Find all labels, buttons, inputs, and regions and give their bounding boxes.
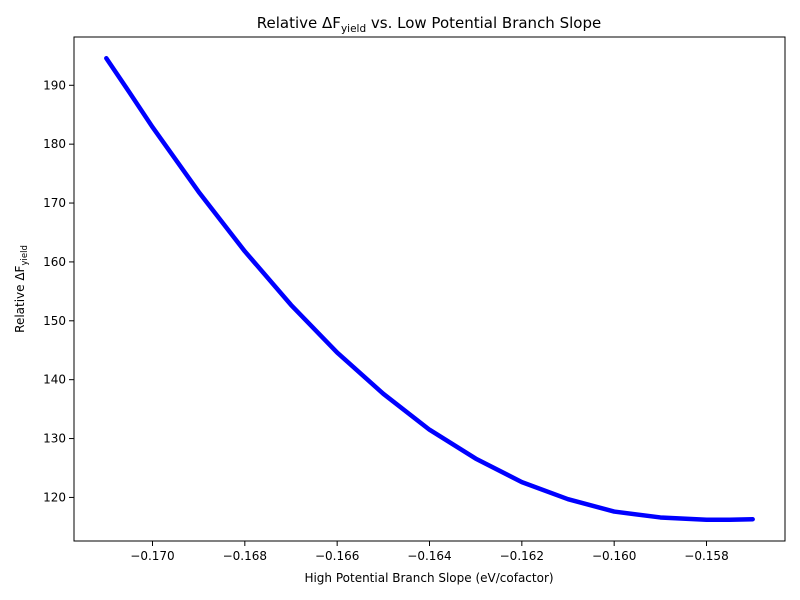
x-tick-label: −0.170	[130, 549, 174, 563]
y-tick-label: 120	[43, 490, 66, 504]
x-tick-label: −0.158	[684, 549, 728, 563]
chart-title-subscript: yield	[341, 23, 366, 35]
plot-area-frame	[73, 36, 786, 542]
y-tick-label: 140	[43, 373, 66, 387]
x-tick-label: −0.166	[315, 549, 359, 563]
y-axis-label-main: Relative ΔF	[13, 265, 27, 332]
x-tick-label: −0.160	[592, 549, 636, 563]
axis-ticks: −0.170 −0.168 −0.166 −0.164 −0.162 −0.160 −0.1…	[43, 78, 729, 563]
y-tick-label: 190	[43, 78, 66, 92]
x-tick-label: −0.168	[223, 549, 267, 563]
chart-title: Relative ΔFyield vs. Low Potential Branc…	[257, 14, 601, 35]
y-tick-label: 170	[43, 196, 66, 210]
y-axis-label-subscript: yield	[20, 245, 30, 265]
chart-title-main: Relative ΔF	[257, 14, 341, 32]
y-axis-label: Relative ΔFyield	[13, 245, 30, 333]
chart-title-suffix: vs. Low Potential Branch Slope	[366, 14, 601, 32]
y-tick-label: 180	[43, 137, 66, 151]
y-tick-label: 160	[43, 255, 66, 269]
x-axis-label: High Potential Branch Slope (eV/cofactor…	[304, 571, 553, 585]
y-tick-label: 150	[43, 314, 66, 328]
x-tick-label: −0.162	[500, 549, 544, 563]
series-layer	[104, 55, 755, 523]
x-tick-label: −0.164	[407, 549, 451, 563]
data-series-line-1	[104, 55, 755, 523]
y-tick-label: 130	[43, 432, 66, 446]
